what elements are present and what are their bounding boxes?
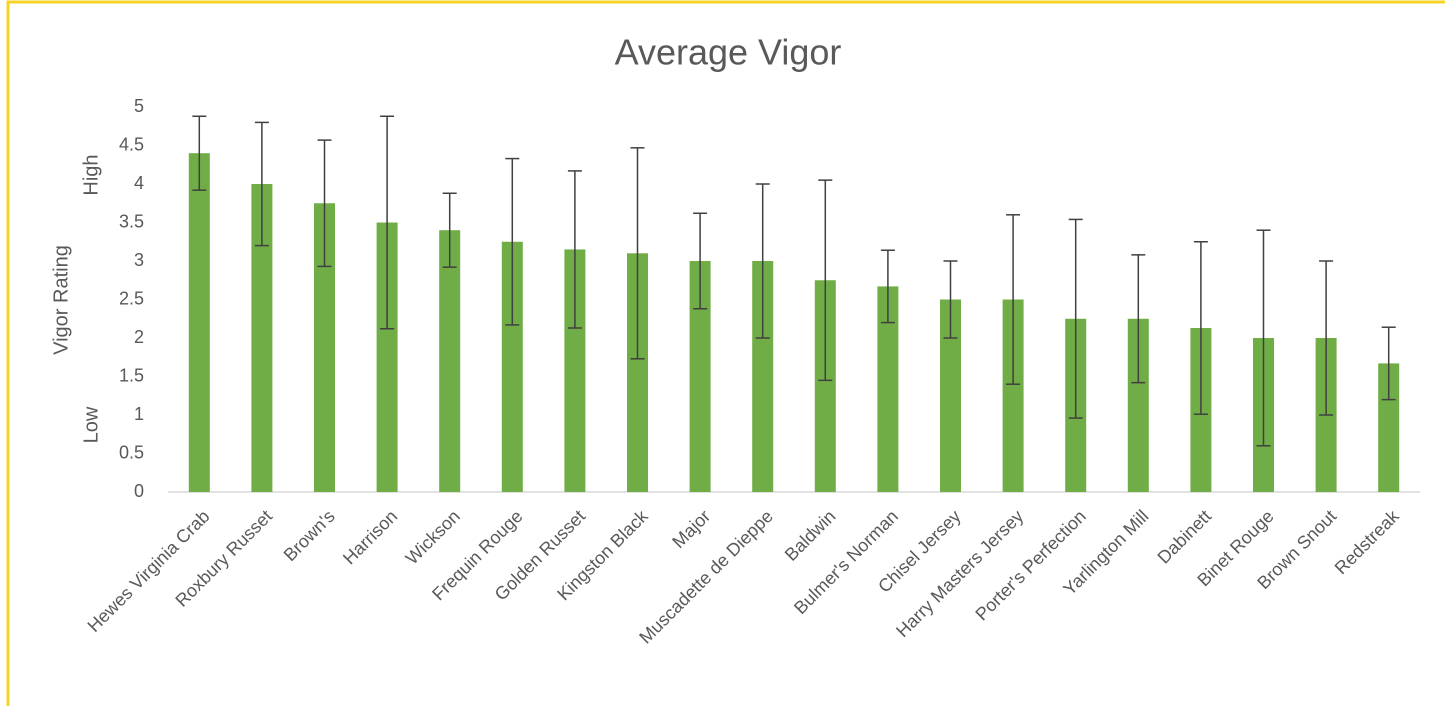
y-axis-label: Vigor Rating [50, 245, 72, 355]
y-tick-label: 1 [134, 404, 144, 424]
bar [314, 203, 335, 492]
bar [627, 253, 648, 492]
bar [1002, 299, 1024, 492]
bar [1378, 363, 1400, 492]
y-tick-label: 0.5 [119, 442, 144, 462]
x-tick-label: Redstreak [1331, 505, 1404, 578]
annotation: Low [80, 406, 102, 443]
x-tick-label: Dabinett [1154, 506, 1216, 568]
bar [251, 184, 273, 492]
x-tick-label: Wickson [402, 506, 464, 568]
y-tick-label: 3.5 [119, 211, 144, 231]
y-tick-label: 0 [134, 481, 144, 501]
x-tick-label: Major [668, 506, 714, 552]
x-tick-label: Porter's Perfection [971, 506, 1089, 624]
y-tick-label: 4 [134, 173, 144, 193]
y-tick-label: 5 [134, 96, 144, 116]
y-tick-label: 1.5 [119, 365, 144, 385]
y-tick-label: 2.5 [119, 288, 144, 308]
chart-title: Average Vigor [615, 32, 842, 73]
bar [940, 299, 961, 492]
y-tick-label: 2 [134, 327, 144, 347]
x-tick-label: Bulmer's Norman [790, 506, 902, 618]
bar [752, 261, 774, 492]
y-tick-label: 4.5 [119, 134, 144, 154]
bar [376, 222, 398, 492]
chart-border [6, 0, 1445, 706]
bar [564, 249, 586, 492]
y-tick-label: 3 [134, 250, 144, 270]
x-tick-label: Baldwin [781, 506, 840, 565]
bar [689, 261, 711, 492]
x-tick-label: Brown's [280, 506, 339, 565]
bar [1127, 318, 1149, 492]
bar [814, 280, 836, 492]
bar [501, 241, 523, 492]
bar [877, 286, 899, 492]
bar [439, 230, 461, 492]
x-tick-label: Hewes Virginia Crab [84, 506, 214, 636]
annotation: High [80, 154, 102, 195]
bar [188, 153, 210, 492]
x-tick-label: Harrison [339, 506, 401, 568]
